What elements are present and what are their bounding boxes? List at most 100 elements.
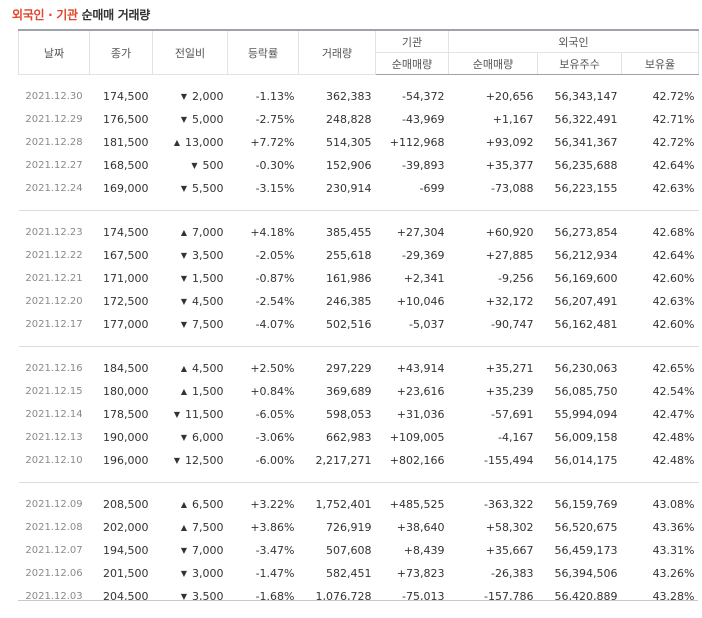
cell-change-rate: -6.00% <box>228 449 299 472</box>
cell-close-price: 196,000 <box>90 449 153 472</box>
triangle-down-icon: ▼ <box>181 297 187 306</box>
cell-foreign-shares: 56,085,750 <box>538 380 622 403</box>
cell-institution-net: -54,372 <box>376 85 449 108</box>
cell-change-rate: -6.05% <box>228 403 299 426</box>
cell-foreign-shares: 56,520,675 <box>538 516 622 539</box>
cell-foreign-ratio: 42.72% <box>622 85 699 108</box>
cell-institution-net: +112,968 <box>376 131 449 154</box>
triangle-down-icon: ▼ <box>181 251 187 260</box>
cell-change-value: 12,500 <box>185 454 224 467</box>
cell-change-value: 6,000 <box>192 431 224 444</box>
cell-foreign-ratio: 42.48% <box>622 426 699 449</box>
cell-volume: 248,828 <box>299 108 376 131</box>
section-title: 외국인 · 기관 순매매 거래량 <box>12 6 150 23</box>
cell-date: 2021.12.16 <box>19 357 90 380</box>
cell-change: ▼7,000 <box>153 539 228 562</box>
cell-date: 2021.12.23 <box>19 221 90 244</box>
cell-change-rate: +4.18% <box>228 221 299 244</box>
cell-change-value: 1,500 <box>192 385 224 398</box>
cell-close-price: 167,500 <box>90 244 153 267</box>
cell-foreign-ratio: 43.08% <box>622 493 699 516</box>
cell-foreign-net: +27,885 <box>449 244 538 267</box>
cell-foreign-ratio: 42.72% <box>622 131 699 154</box>
cell-date: 2021.12.13 <box>19 426 90 449</box>
cell-foreign-shares: 56,420,889 <box>538 585 622 608</box>
cell-date: 2021.12.22 <box>19 244 90 267</box>
cell-foreign-net: +20,656 <box>449 85 538 108</box>
cell-foreign-shares: 56,394,506 <box>538 562 622 585</box>
cell-close-price: 171,000 <box>90 267 153 290</box>
cell-change-rate: -2.75% <box>228 108 299 131</box>
cell-close-price: 202,000 <box>90 516 153 539</box>
cell-change-value: 3,500 <box>192 590 224 603</box>
triangle-down-icon: ▼ <box>181 569 187 578</box>
cell-date: 2021.12.08 <box>19 516 90 539</box>
cell-foreign-ratio: 42.64% <box>622 244 699 267</box>
cell-date: 2021.12.29 <box>19 108 90 131</box>
cell-foreign-shares: 56,159,769 <box>538 493 622 516</box>
cell-foreign-shares: 56,009,158 <box>538 426 622 449</box>
cell-foreign-ratio: 42.48% <box>622 449 699 472</box>
cell-foreign-net: +35,239 <box>449 380 538 403</box>
table-bottom-border <box>18 600 698 601</box>
cell-foreign-shares: 56,343,147 <box>538 85 622 108</box>
triangle-up-icon: ▲ <box>181 364 187 373</box>
cell-foreign-shares: 56,223,155 <box>538 177 622 200</box>
cell-change-rate: +3.86% <box>228 516 299 539</box>
header-institution: 기관 <box>376 30 449 53</box>
cell-change: ▼ 3,000 <box>153 562 228 585</box>
cell-change-rate: +3.22% <box>228 493 299 516</box>
cell-institution-net: +31,036 <box>376 403 449 426</box>
cell-foreign-ratio: 42.64% <box>622 154 699 177</box>
triangle-down-icon: ▼ <box>181 184 187 193</box>
cell-close-price: 169,000 <box>90 177 153 200</box>
cell-foreign-shares: 56,235,688 <box>538 154 622 177</box>
cell-date: 2021.12.20 <box>19 290 90 313</box>
header-close-price: 종가 <box>90 30 153 75</box>
cell-institution-net: -43,969 <box>376 108 449 131</box>
cell-volume: 230,914 <box>299 177 376 200</box>
cell-close-price: 174,500 <box>90 221 153 244</box>
cell-volume: 161,986 <box>299 267 376 290</box>
cell-date: 2021.12.21 <box>19 267 90 290</box>
cell-foreign-net: -157,786 <box>449 585 538 608</box>
cell-change: ▼500 <box>153 154 228 177</box>
cell-foreign-ratio: 42.63% <box>622 290 699 313</box>
cell-foreign-shares: 56,207,491 <box>538 290 622 313</box>
cell-institution-net: +73,823 <box>376 562 449 585</box>
header-institution-net: 순매매량 <box>376 53 449 75</box>
cell-institution-net: -39,893 <box>376 154 449 177</box>
cell-foreign-shares: 56,322,491 <box>538 108 622 131</box>
cell-volume: 297,229 <box>299 357 376 380</box>
cell-change-rate: -1.13% <box>228 85 299 108</box>
cell-change-value: 3,000 <box>192 567 224 580</box>
cell-institution-net: -699 <box>376 177 449 200</box>
cell-foreign-net: -57,691 <box>449 403 538 426</box>
cell-institution-net: +23,616 <box>376 380 449 403</box>
triangle-down-icon: ▼ <box>181 115 187 124</box>
cell-foreign-ratio: 43.36% <box>622 516 699 539</box>
cell-change: ▼3,500 <box>153 585 228 608</box>
cell-volume: 152,906 <box>299 154 376 177</box>
cell-change-value: 7,000 <box>192 544 224 557</box>
cell-date: 2021.12.06 <box>19 562 90 585</box>
header-change-rate: 등락률 <box>228 30 299 75</box>
cell-change: ▼5,500 <box>153 177 228 200</box>
investor-trading-table: 날짜 종가 전일비 등락률 거래량 기관 외국인 순매매량 순매매량 보유주수 … <box>18 29 699 618</box>
cell-change-rate: -2.54% <box>228 290 299 313</box>
cell-foreign-ratio: 43.31% <box>622 539 699 562</box>
cell-change-rate: -1.68% <box>228 585 299 608</box>
cell-change-value: 500 <box>203 159 224 172</box>
cell-foreign-ratio: 42.65% <box>622 357 699 380</box>
cell-date: 2021.12.09 <box>19 493 90 516</box>
cell-close-price: 184,500 <box>90 357 153 380</box>
